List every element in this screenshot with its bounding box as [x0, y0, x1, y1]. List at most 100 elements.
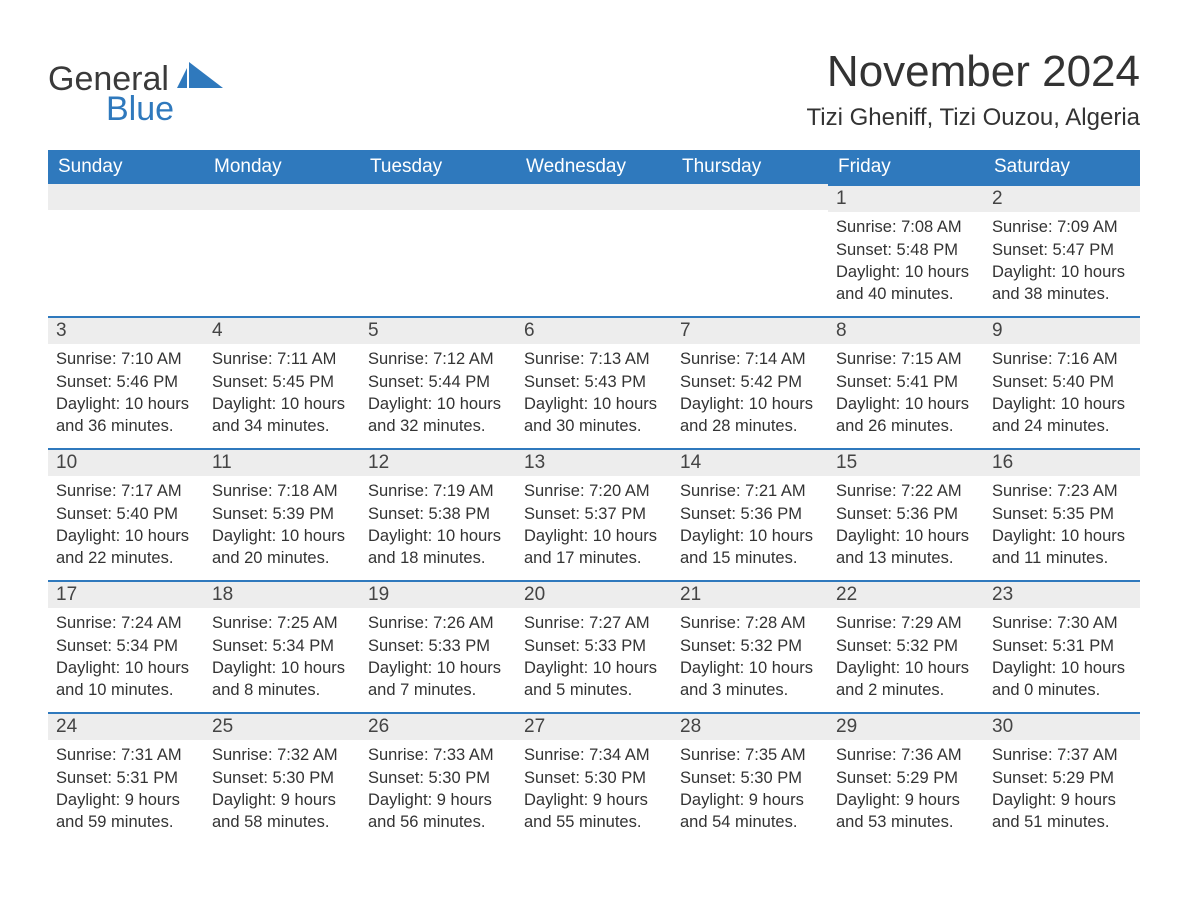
day-details: Sunrise: 7:15 AMSunset: 5:41 PMDaylight:…: [828, 344, 984, 443]
daylight-text: Daylight: 10 hours and 28 minutes.: [680, 393, 820, 438]
day-details: Sunrise: 7:21 AMSunset: 5:36 PMDaylight:…: [672, 476, 828, 575]
daylight-text: Daylight: 10 hours and 17 minutes.: [524, 525, 664, 570]
day-details: Sunrise: 7:19 AMSunset: 5:38 PMDaylight:…: [360, 476, 516, 575]
calendar-day-cell: 24Sunrise: 7:31 AMSunset: 5:31 PMDayligh…: [48, 712, 204, 844]
daylight-text: Daylight: 10 hours and 11 minutes.: [992, 525, 1132, 570]
day-details: Sunrise: 7:36 AMSunset: 5:29 PMDaylight:…: [828, 740, 984, 839]
sunrise-text: Sunrise: 7:29 AM: [836, 612, 976, 634]
sunset-text: Sunset: 5:31 PM: [56, 767, 196, 789]
sunrise-text: Sunrise: 7:36 AM: [836, 744, 976, 766]
calendar-day-cell: 3Sunrise: 7:10 AMSunset: 5:46 PMDaylight…: [48, 316, 204, 448]
sunset-text: Sunset: 5:46 PM: [56, 371, 196, 393]
sunrise-text: Sunrise: 7:21 AM: [680, 480, 820, 502]
day-details: Sunrise: 7:28 AMSunset: 5:32 PMDaylight:…: [672, 608, 828, 707]
calendar-week-row: 17Sunrise: 7:24 AMSunset: 5:34 PMDayligh…: [48, 580, 1140, 712]
daylight-text: Daylight: 10 hours and 30 minutes.: [524, 393, 664, 438]
day-number: 19: [360, 580, 516, 608]
day-number: 3: [48, 316, 204, 344]
daylight-text: Daylight: 10 hours and 22 minutes.: [56, 525, 196, 570]
daylight-text: Daylight: 10 hours and 38 minutes.: [992, 261, 1132, 306]
day-number: 18: [204, 580, 360, 608]
day-details: Sunrise: 7:24 AMSunset: 5:34 PMDaylight:…: [48, 608, 204, 707]
day-number: 28: [672, 712, 828, 740]
calendar-table: SundayMondayTuesdayWednesdayThursdayFrid…: [48, 150, 1140, 844]
calendar-day-cell: 12Sunrise: 7:19 AMSunset: 5:38 PMDayligh…: [360, 448, 516, 580]
calendar-week-row: 3Sunrise: 7:10 AMSunset: 5:46 PMDaylight…: [48, 316, 1140, 448]
daylight-text: Daylight: 10 hours and 7 minutes.: [368, 657, 508, 702]
daylight-text: Daylight: 9 hours and 53 minutes.: [836, 789, 976, 834]
day-details: Sunrise: 7:22 AMSunset: 5:36 PMDaylight:…: [828, 476, 984, 575]
day-details: Sunrise: 7:23 AMSunset: 5:35 PMDaylight:…: [984, 476, 1140, 575]
sunrise-text: Sunrise: 7:24 AM: [56, 612, 196, 634]
day-number: 21: [672, 580, 828, 608]
sunset-text: Sunset: 5:34 PM: [56, 635, 196, 657]
day-number: 27: [516, 712, 672, 740]
day-details: Sunrise: 7:14 AMSunset: 5:42 PMDaylight:…: [672, 344, 828, 443]
sunrise-text: Sunrise: 7:12 AM: [368, 348, 508, 370]
day-details: Sunrise: 7:34 AMSunset: 5:30 PMDaylight:…: [516, 740, 672, 839]
calendar-day-cell: [360, 184, 516, 316]
empty-daynum: [48, 184, 204, 210]
daylight-text: Daylight: 10 hours and 5 minutes.: [524, 657, 664, 702]
calendar-week-row: 10Sunrise: 7:17 AMSunset: 5:40 PMDayligh…: [48, 448, 1140, 580]
calendar-day-cell: [516, 184, 672, 316]
daylight-text: Daylight: 9 hours and 56 minutes.: [368, 789, 508, 834]
daylight-text: Daylight: 9 hours and 51 minutes.: [992, 789, 1132, 834]
day-details: Sunrise: 7:11 AMSunset: 5:45 PMDaylight:…: [204, 344, 360, 443]
calendar-day-cell: 4Sunrise: 7:11 AMSunset: 5:45 PMDaylight…: [204, 316, 360, 448]
day-number: 29: [828, 712, 984, 740]
sunset-text: Sunset: 5:42 PM: [680, 371, 820, 393]
month-title: November 2024: [807, 48, 1140, 96]
empty-daynum: [672, 184, 828, 210]
page: General Blue November 2024 Tizi Gheniff,…: [0, 0, 1188, 884]
weekday-header: Monday: [204, 150, 360, 184]
day-number: 30: [984, 712, 1140, 740]
day-details: Sunrise: 7:20 AMSunset: 5:37 PMDaylight:…: [516, 476, 672, 575]
sunset-text: Sunset: 5:32 PM: [680, 635, 820, 657]
calendar-day-cell: 1Sunrise: 7:08 AMSunset: 5:48 PMDaylight…: [828, 184, 984, 316]
sunset-text: Sunset: 5:36 PM: [680, 503, 820, 525]
calendar-day-cell: 19Sunrise: 7:26 AMSunset: 5:33 PMDayligh…: [360, 580, 516, 712]
calendar-day-cell: 17Sunrise: 7:24 AMSunset: 5:34 PMDayligh…: [48, 580, 204, 712]
day-details: Sunrise: 7:37 AMSunset: 5:29 PMDaylight:…: [984, 740, 1140, 839]
sunset-text: Sunset: 5:34 PM: [212, 635, 352, 657]
weekday-header: Sunday: [48, 150, 204, 184]
sunset-text: Sunset: 5:35 PM: [992, 503, 1132, 525]
calendar-day-cell: 8Sunrise: 7:15 AMSunset: 5:41 PMDaylight…: [828, 316, 984, 448]
calendar-day-cell: [204, 184, 360, 316]
sunrise-text: Sunrise: 7:23 AM: [992, 480, 1132, 502]
day-number: 25: [204, 712, 360, 740]
empty-daynum: [360, 184, 516, 210]
day-number: 7: [672, 316, 828, 344]
calendar-day-cell: 2Sunrise: 7:09 AMSunset: 5:47 PMDaylight…: [984, 184, 1140, 316]
calendar-day-cell: 26Sunrise: 7:33 AMSunset: 5:30 PMDayligh…: [360, 712, 516, 844]
calendar-day-cell: 5Sunrise: 7:12 AMSunset: 5:44 PMDaylight…: [360, 316, 516, 448]
daylight-text: Daylight: 9 hours and 54 minutes.: [680, 789, 820, 834]
weekday-header: Tuesday: [360, 150, 516, 184]
sunrise-text: Sunrise: 7:17 AM: [56, 480, 196, 502]
brand-word2: Blue: [106, 92, 223, 126]
sunset-text: Sunset: 5:30 PM: [524, 767, 664, 789]
day-number: 22: [828, 580, 984, 608]
day-details: Sunrise: 7:13 AMSunset: 5:43 PMDaylight:…: [516, 344, 672, 443]
calendar-day-cell: [48, 184, 204, 316]
day-details: Sunrise: 7:10 AMSunset: 5:46 PMDaylight:…: [48, 344, 204, 443]
day-number: 24: [48, 712, 204, 740]
sunrise-text: Sunrise: 7:25 AM: [212, 612, 352, 634]
sunset-text: Sunset: 5:38 PM: [368, 503, 508, 525]
weekday-header: Thursday: [672, 150, 828, 184]
day-number: 9: [984, 316, 1140, 344]
calendar-day-cell: 13Sunrise: 7:20 AMSunset: 5:37 PMDayligh…: [516, 448, 672, 580]
sunrise-text: Sunrise: 7:14 AM: [680, 348, 820, 370]
day-number: 14: [672, 448, 828, 476]
calendar-day-cell: 28Sunrise: 7:35 AMSunset: 5:30 PMDayligh…: [672, 712, 828, 844]
day-details: Sunrise: 7:30 AMSunset: 5:31 PMDaylight:…: [984, 608, 1140, 707]
sunrise-text: Sunrise: 7:35 AM: [680, 744, 820, 766]
day-number: 1: [828, 184, 984, 212]
day-number: 12: [360, 448, 516, 476]
calendar-day-cell: 9Sunrise: 7:16 AMSunset: 5:40 PMDaylight…: [984, 316, 1140, 448]
calendar-day-cell: 6Sunrise: 7:13 AMSunset: 5:43 PMDaylight…: [516, 316, 672, 448]
day-number: 11: [204, 448, 360, 476]
day-details: Sunrise: 7:17 AMSunset: 5:40 PMDaylight:…: [48, 476, 204, 575]
daylight-text: Daylight: 10 hours and 36 minutes.: [56, 393, 196, 438]
